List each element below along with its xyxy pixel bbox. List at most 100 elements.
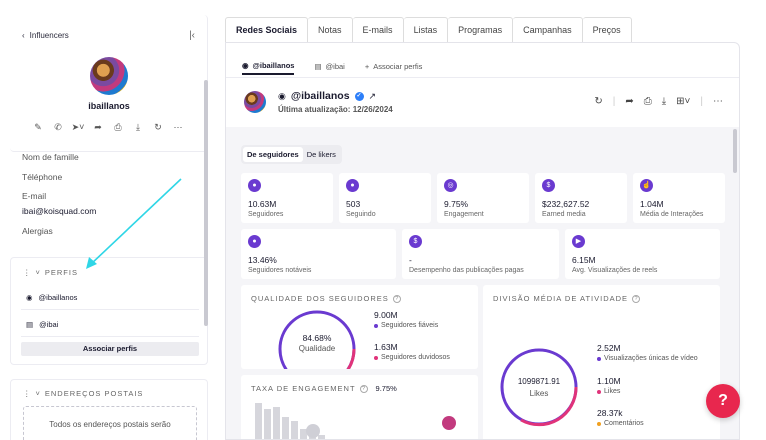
profile-row-twitch[interactable]: ▤ @ibai [21,313,199,337]
legend-dot [597,421,601,426]
header-name: ◉ @ibaillanos ✓ ↗ [278,90,376,102]
stat-card: ● 13.46% Seguidores notáveis [241,229,396,279]
postal-addresses-dropzone[interactable]: Todos os endereços postais serão [23,406,197,440]
profile-row-instagram[interactable]: ◉ @ibaillanos [21,286,199,310]
quality-center-label: Qualidade [298,344,336,353]
histogram-bar [273,407,280,439]
allergies-label: Alergias [22,226,53,236]
legend-label: Seguidores duvidosos [374,354,450,361]
phone-icon[interactable]: ✆ [54,122,62,132]
histogram-bar [318,435,325,439]
engagement-value: 9.75% [375,384,397,393]
help-icon[interactable]: ? [359,384,368,393]
chevron-down-icon: ˅ [35,268,41,277]
add-to-list-icon[interactable]: ⊞˅ [676,96,691,107]
send-icon[interactable]: ➤˅ [71,122,85,132]
histogram-bar [291,421,298,439]
more-icon[interactable]: ⋯ [173,122,183,132]
legend-text: Comentários [604,420,644,427]
avatar [90,57,128,95]
postal-addresses-header[interactable]: ⋮ ˅ ENDEREÇOS POSTAIS [23,389,143,398]
legend-label: Likes [597,388,620,395]
share-icon[interactable]: ➦ [94,122,102,132]
toggle-followers[interactable]: De seguidores [243,147,303,162]
legend-value: 1.63M [374,342,398,352]
quality-donut [278,310,356,369]
histogram-bar [282,417,289,439]
user-star-icon: ● [248,235,261,248]
main-scrollbar[interactable] [733,129,737,173]
subtab-label: @ibai [325,61,345,71]
instagram-icon: ◉ [26,293,33,302]
profile-handle: @ibaillanos [38,293,78,302]
stat-label: Seguidores notáveis [248,267,312,274]
toggle-likers[interactable]: De likers [306,150,336,159]
divider [226,77,739,78]
legend-dot [374,323,378,328]
more-icon[interactable]: ⋯ [713,96,723,107]
legend-label: Visualizações únicas de vídeo [597,355,698,362]
drag-handle-icon[interactable]: ⋮ [23,389,32,398]
legend-dot [374,355,378,360]
share-icon[interactable]: ➦ [625,96,634,107]
collapse-sidebar-icon[interactable]: |‹ [189,30,195,41]
external-link-icon[interactable]: ↗ [368,90,377,101]
tab-notas[interactable]: Notas [308,17,353,43]
help-icon[interactable]: ? [632,294,641,303]
associate-profiles-button[interactable]: Associar perfis [21,342,199,356]
tab-campanhas[interactable]: Campanhas [513,17,583,43]
follower-quality-panel: QUALIDADE DOS SEGUIDORES ? 84.68% Qualid… [241,285,478,369]
engagement-histogram [255,403,456,439]
chevron-left-icon: ‹ [22,31,25,40]
chevron-down-icon: ˅ [35,389,41,398]
drag-handle-icon[interactable]: ⋮ [23,268,32,277]
back-to-influencers-link[interactable]: ‹ Influencers [22,31,69,40]
sidebar-scrollbar[interactable] [204,80,208,326]
histogram-bar [255,403,262,439]
panel-title: TAXA DE ENGAGEMENT ? 9.75% [251,384,397,393]
instagram-icon: ◉ [278,90,286,101]
subtab-twitch[interactable]: ▤ @ibai [314,57,344,75]
stat-card: ▶ 6.15M Avg. Visualizações de reels [565,229,720,279]
activity-donut [500,348,578,427]
subtab-label: Associar perfis [373,61,423,71]
hand-icon: ☝ [640,179,653,192]
help-chat-button[interactable]: ? [706,384,740,418]
profiles-title: PERFIS [44,268,78,277]
tab-precos[interactable]: Preços [582,17,632,43]
edit-icon[interactable]: ✎ [34,122,42,132]
activity-title: DIVISÃO MÉDIA DE ATIVIDADE [493,294,629,303]
profiles-section-header[interactable]: ⋮ ˅ PERFIS [23,268,78,277]
tab-listas[interactable]: Listas [403,17,449,43]
print-icon[interactable]: ⎙ [643,96,652,107]
profile-subtabs: ◉ @ibaillanos ▤ @ibai + Associar perfis [242,57,422,75]
stat-card: ☝ 1.04M Média de Interações [633,173,725,223]
histogram-bar [264,409,271,439]
instagram-icon: ◉ [242,60,249,70]
activity-panel: DIVISÃO MÉDIA DE ATIVIDADE ? 1099871.91 … [483,285,720,439]
email-value[interactable]: ibai@koisquad.com [22,206,97,216]
tab-redes-sociais[interactable]: Redes Sociais [225,17,309,43]
tab-emails[interactable]: E-mails [352,17,404,43]
refresh-icon[interactable]: ↻ [154,122,162,132]
print-icon[interactable]: ⎙ [114,122,122,132]
legend-value: 9.00M [374,310,398,320]
creator-avatar-marker [442,416,456,430]
back-link-label: Influencers [29,31,69,40]
user-icon: ● [346,179,359,192]
subtab-associate[interactable]: + Associar perfis [365,57,423,75]
stat-label: Earned media [542,211,586,218]
user-placeholder-icon [306,424,320,438]
help-icon[interactable]: ? [392,294,401,303]
quality-arc-doubtful [346,348,356,369]
engagement-title: TAXA DE ENGAGEMENT [251,384,356,393]
refresh-icon[interactable]: ↻ [594,96,603,107]
panel-title: DIVISÃO MÉDIA DE ATIVIDADE ? [493,294,641,303]
subtab-instagram[interactable]: ◉ @ibaillanos [242,57,295,75]
tab-programas[interactable]: Programas [448,17,514,43]
download-icon[interactable]: ⤓ [661,96,667,107]
profile-card: ‹ Influencers |‹ ibaillanos ✎ ✆ ➤˅ ➦ ⎙ ⤓… [10,15,208,152]
family-name-label: Nom de famille [22,152,79,162]
separator: | [612,96,616,107]
download-icon[interactable]: ⤓ [136,122,140,132]
